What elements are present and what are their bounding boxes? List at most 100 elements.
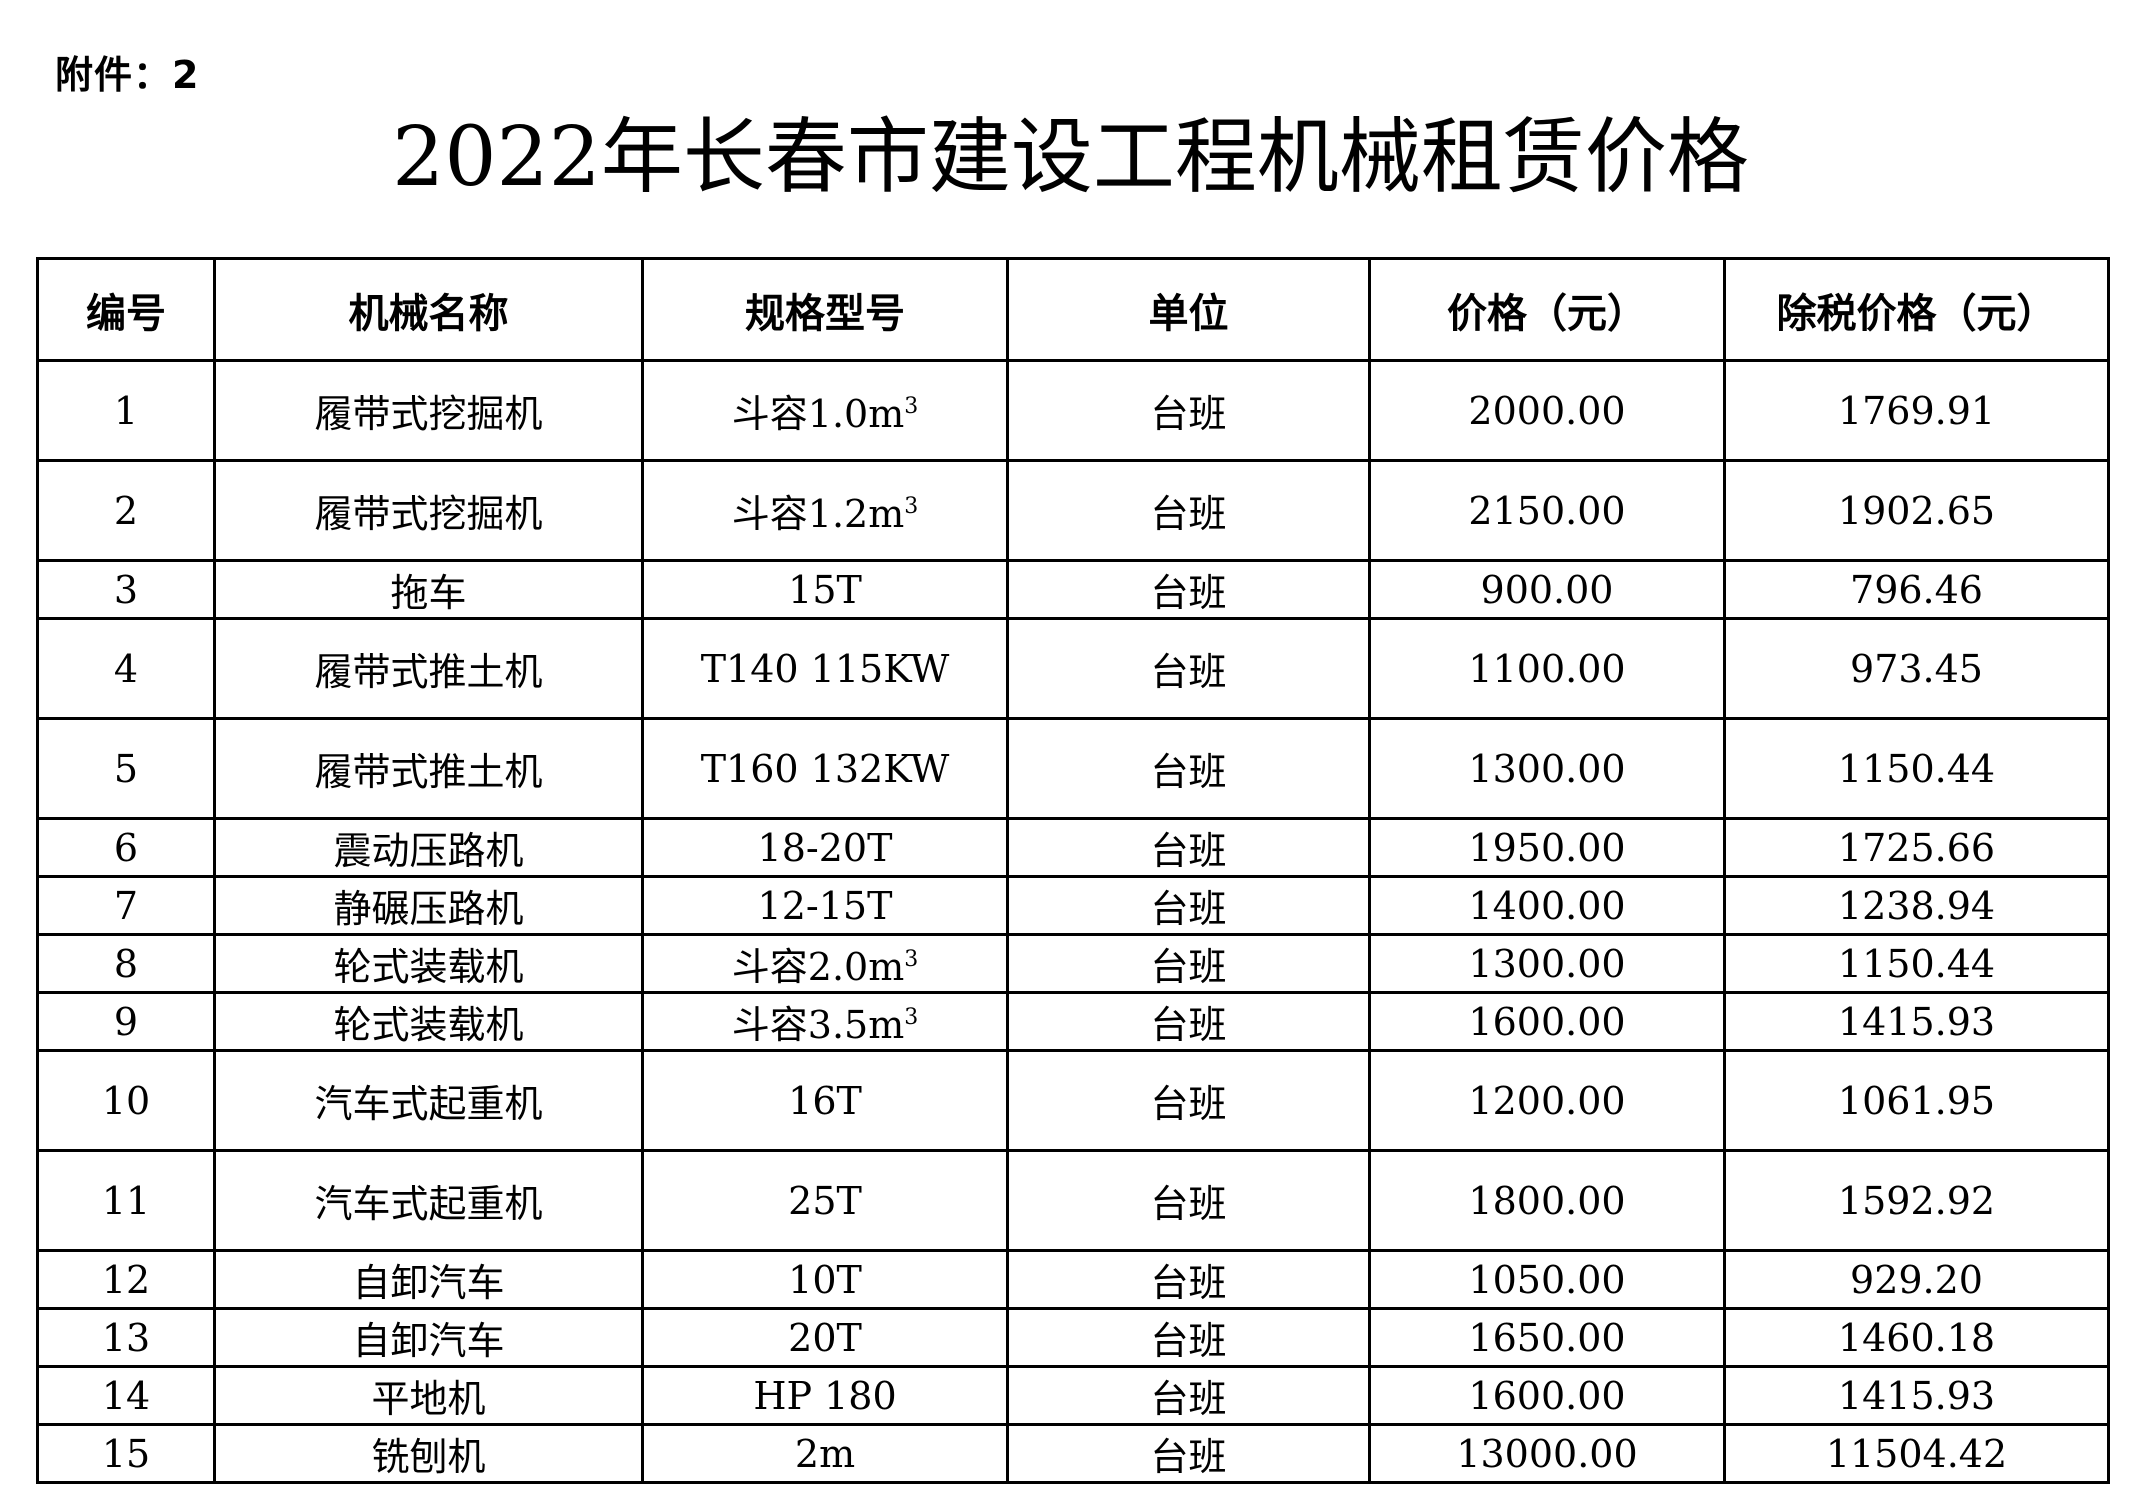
- table-row: 9 轮式装载机 斗容3.5m3 台班 1600.00 1415.93: [36, 991, 2110, 1052]
- cell-unit: 台班: [1006, 359, 1371, 462]
- cell-spec: T140 115KW: [641, 617, 1009, 720]
- table-row: 13 自卸汽车 20T 台班 1650.00 1460.18: [36, 1307, 2110, 1368]
- cell-spec: 25T: [641, 1149, 1009, 1252]
- table-row: 11 汽车式起重机 25T 台班 1800.00 1592.92: [36, 1149, 2110, 1252]
- cell-price: 1100.00: [1368, 617, 1726, 720]
- cell-machine-name: 汽车式起重机: [213, 1149, 644, 1252]
- cell-no: 1: [36, 359, 216, 462]
- cell-price: 1600.00: [1368, 991, 1726, 1052]
- table-row: 3 拖车 15T 台班 900.00 796.46: [36, 559, 2110, 620]
- cell-spec: 18-20T: [641, 817, 1009, 878]
- cell-price: 1400.00: [1368, 875, 1726, 936]
- cell-price-ex-tax: 796.46: [1723, 559, 2110, 620]
- cell-unit: 台班: [1006, 817, 1371, 878]
- cell-price-ex-tax: 1150.44: [1723, 933, 2110, 994]
- cell-price: 1600.00: [1368, 1365, 1726, 1426]
- cell-price-ex-tax: 1415.93: [1723, 1365, 2110, 1426]
- cell-price: 1300.00: [1368, 717, 1726, 820]
- header-machine-name: 机械名称: [213, 257, 644, 362]
- cell-machine-name: 履带式推土机: [213, 617, 644, 720]
- cell-spec: 斗容1.2m3: [641, 459, 1009, 562]
- rental-price-table: 编号 机械名称 规格型号 单位 价格（元） 除税价格（元） 1 履带式挖掘机 斗…: [36, 257, 2110, 1484]
- cell-no: 10: [36, 1049, 216, 1152]
- cell-no: 11: [36, 1149, 216, 1252]
- cell-machine-name: 自卸汽车: [213, 1249, 644, 1310]
- cell-no: 14: [36, 1365, 216, 1426]
- cell-machine-name: 轮式装载机: [213, 991, 644, 1052]
- cell-price: 1200.00: [1368, 1049, 1726, 1152]
- cell-spec: 斗容3.5m3: [641, 991, 1009, 1052]
- cell-unit: 台班: [1006, 617, 1371, 720]
- header-price-ex-tax: 除税价格（元）: [1723, 257, 2110, 362]
- cell-machine-name: 履带式挖掘机: [213, 459, 644, 562]
- cell-unit: 台班: [1006, 933, 1371, 994]
- cell-spec: 2m: [641, 1423, 1009, 1484]
- table-row: 12 自卸汽车 10T 台班 1050.00 929.20: [36, 1249, 2110, 1310]
- cell-price-ex-tax: 1238.94: [1723, 875, 2110, 936]
- table-row: 6 震动压路机 18-20T 台班 1950.00 1725.66: [36, 817, 2110, 878]
- cell-price-ex-tax: 973.45: [1723, 617, 2110, 720]
- cell-unit: 台班: [1006, 1307, 1371, 1368]
- cell-price-ex-tax: 929.20: [1723, 1249, 2110, 1310]
- cell-price-ex-tax: 11504.42: [1723, 1423, 2110, 1484]
- table-row: 4 履带式推土机 T140 115KW 台班 1100.00 973.45: [36, 617, 2110, 720]
- table-row: 8 轮式装载机 斗容2.0m3 台班 1300.00 1150.44: [36, 933, 2110, 994]
- cell-price: 1300.00: [1368, 933, 1726, 994]
- cell-no: 6: [36, 817, 216, 878]
- cell-spec: 斗容2.0m3: [641, 933, 1009, 994]
- cell-no: 7: [36, 875, 216, 936]
- cell-no: 13: [36, 1307, 216, 1368]
- cell-spec: 斗容1.0m3: [641, 359, 1009, 462]
- cell-spec: 10T: [641, 1249, 1009, 1310]
- cell-price-ex-tax: 1902.65: [1723, 459, 2110, 562]
- cell-spec: HP 180: [641, 1365, 1009, 1426]
- cell-spec: 12-15T: [641, 875, 1009, 936]
- cell-price: 1800.00: [1368, 1149, 1726, 1252]
- attachment-label: 附件：2: [55, 53, 200, 97]
- cell-machine-name: 履带式挖掘机: [213, 359, 644, 462]
- table-row: 14 平地机 HP 180 台班 1600.00 1415.93: [36, 1365, 2110, 1426]
- cell-spec: 20T: [641, 1307, 1009, 1368]
- cell-machine-name: 平地机: [213, 1365, 644, 1426]
- cell-machine-name: 静碾压路机: [213, 875, 644, 936]
- cell-machine-name: 拖车: [213, 559, 644, 620]
- table-row: 15 铣刨机 2m 台班 13000.00 11504.42: [36, 1423, 2110, 1484]
- cell-unit: 台班: [1006, 1423, 1371, 1484]
- table-row: 5 履带式推土机 T160 132KW 台班 1300.00 1150.44: [36, 717, 2110, 820]
- cell-unit: 台班: [1006, 1249, 1371, 1310]
- table-row: 7 静碾压路机 12-15T 台班 1400.00 1238.94: [36, 875, 2110, 936]
- cell-price-ex-tax: 1725.66: [1723, 817, 2110, 878]
- cell-price: 2000.00: [1368, 359, 1726, 462]
- cell-unit: 台班: [1006, 717, 1371, 820]
- cell-machine-name: 履带式推土机: [213, 717, 644, 820]
- cell-spec: 15T: [641, 559, 1009, 620]
- cell-price-ex-tax: 1061.95: [1723, 1049, 2110, 1152]
- cell-machine-name: 自卸汽车: [213, 1307, 644, 1368]
- cell-price-ex-tax: 1769.91: [1723, 359, 2110, 462]
- cell-no: 2: [36, 459, 216, 562]
- document-title: 2022年长春市建设工程机械租赁价格: [392, 110, 1749, 205]
- cell-no: 5: [36, 717, 216, 820]
- cell-unit: 台班: [1006, 559, 1371, 620]
- cell-machine-name: 震动压路机: [213, 817, 644, 878]
- cell-price: 13000.00: [1368, 1423, 1726, 1484]
- header-unit: 单位: [1006, 257, 1371, 362]
- cell-spec: 16T: [641, 1049, 1009, 1152]
- cell-price: 2150.00: [1368, 459, 1726, 562]
- cell-unit: 台班: [1006, 1149, 1371, 1252]
- cell-price-ex-tax: 1460.18: [1723, 1307, 2110, 1368]
- cell-price-ex-tax: 1150.44: [1723, 717, 2110, 820]
- cell-no: 12: [36, 1249, 216, 1310]
- cell-no: 15: [36, 1423, 216, 1484]
- cell-machine-name: 轮式装载机: [213, 933, 644, 994]
- cell-unit: 台班: [1006, 991, 1371, 1052]
- header-spec: 规格型号: [641, 257, 1009, 362]
- cell-no: 3: [36, 559, 216, 620]
- cell-price-ex-tax: 1415.93: [1723, 991, 2110, 1052]
- cell-no: 8: [36, 933, 216, 994]
- header-no: 编号: [36, 257, 216, 362]
- cell-spec: T160 132KW: [641, 717, 1009, 820]
- header-price: 价格（元）: [1368, 257, 1726, 362]
- cell-no: 4: [36, 617, 216, 720]
- cell-machine-name: 汽车式起重机: [213, 1049, 644, 1152]
